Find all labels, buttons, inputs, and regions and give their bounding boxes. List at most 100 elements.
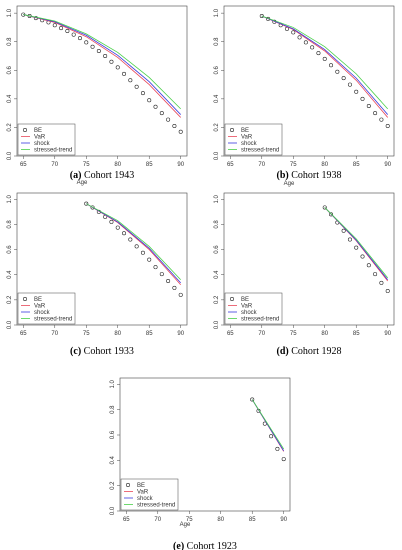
x-tick-label: 85 bbox=[146, 162, 153, 168]
data-point-be bbox=[322, 205, 327, 210]
legend-label-var: VaR bbox=[34, 135, 46, 141]
data-point-be bbox=[128, 78, 133, 83]
data-point-be bbox=[347, 237, 352, 242]
legend-label-be: BE bbox=[34, 297, 42, 303]
y-tick-label: 1.0 bbox=[110, 380, 116, 389]
y-tick-label: 0.4 bbox=[214, 270, 220, 279]
data-point-be bbox=[354, 89, 359, 94]
legend-label-shock: shock bbox=[241, 310, 258, 316]
y-tick-label: 0.4 bbox=[7, 94, 13, 103]
series-line-stressed-trend bbox=[86, 203, 181, 281]
data-point-be bbox=[147, 257, 152, 262]
y-tick-label: 0.4 bbox=[214, 94, 220, 103]
series-line-var bbox=[23, 14, 181, 118]
y-tick-label: 0.6 bbox=[7, 245, 13, 254]
legend-label-stressed-trend: stressed-trend bbox=[241, 317, 279, 323]
x-tick-label: 70 bbox=[258, 162, 265, 168]
x-tick-label: 65 bbox=[227, 331, 234, 337]
data-point-be bbox=[178, 292, 183, 297]
data-point-be bbox=[103, 53, 108, 58]
x-tick-label: 70 bbox=[154, 517, 161, 523]
x-axis-title: Age bbox=[77, 180, 88, 186]
data-point-be bbox=[166, 117, 171, 122]
x-tick-label: 80 bbox=[321, 331, 328, 337]
y-tick-label: 0.2 bbox=[214, 123, 220, 132]
legend-swatch-be bbox=[126, 482, 131, 487]
y-tick-label: 0.6 bbox=[214, 65, 220, 74]
data-point-be bbox=[316, 51, 321, 56]
plot-frame bbox=[223, 5, 395, 157]
y-tick-label: 1.0 bbox=[214, 194, 220, 203]
x-tick-label: 90 bbox=[384, 162, 391, 168]
data-point-be bbox=[59, 26, 64, 31]
data-point-be bbox=[71, 32, 76, 37]
data-point-be bbox=[134, 84, 139, 89]
legend-label-shock: shock bbox=[241, 141, 258, 147]
y-tick-label: 0.6 bbox=[7, 65, 13, 74]
legend-label-var: VaR bbox=[241, 304, 253, 310]
y-tick-label: 1.0 bbox=[7, 8, 13, 17]
legend-label-shock: shock bbox=[137, 496, 154, 502]
y-tick-label: 0.8 bbox=[110, 405, 116, 414]
series-line-var bbox=[261, 15, 389, 118]
data-point-be bbox=[178, 129, 183, 134]
y-tick-label: 0.0 bbox=[110, 506, 116, 515]
data-point-be bbox=[329, 63, 334, 68]
series-line-shock bbox=[86, 203, 181, 284]
data-point-be bbox=[269, 434, 274, 439]
chart-panel-5: 65 70 75 80 85 90 0.0 0.2 0.4 0.6 0.8 1.0 Age BEVaRsh… bbox=[110, 377, 291, 550]
data-point-be bbox=[65, 28, 70, 33]
y-tick-label: 0.0 bbox=[214, 151, 220, 160]
data-point-be bbox=[52, 23, 57, 28]
legend-label-stressed-trend: stressed-trend bbox=[137, 503, 175, 509]
data-point-be bbox=[84, 40, 89, 45]
x-tick-label: 85 bbox=[353, 331, 360, 337]
y-tick-label: 1.0 bbox=[7, 194, 13, 203]
chart-panel-4: 65 70 75 80 85 90 0.0 0.2 0.4 0.6 0.8 1.0 BEVaRshock… bbox=[214, 192, 395, 357]
legend-label-be: BE bbox=[241, 297, 249, 303]
data-point-be bbox=[379, 117, 384, 122]
x-tick-label: 90 bbox=[384, 331, 391, 337]
legend-label-var: VaR bbox=[137, 490, 149, 496]
data-point-be bbox=[322, 56, 327, 61]
data-point-be bbox=[115, 225, 120, 230]
series-line-shock bbox=[261, 15, 389, 115]
y-tick-label: 0.0 bbox=[7, 320, 13, 329]
data-point-be bbox=[153, 104, 158, 109]
data-point-be bbox=[366, 104, 371, 109]
data-point-be bbox=[159, 272, 164, 277]
x-tick-label: 75 bbox=[290, 162, 297, 168]
legend-swatch-be bbox=[230, 128, 235, 133]
data-point-be bbox=[360, 96, 365, 101]
series-line-shock bbox=[23, 14, 181, 115]
data-point-be bbox=[259, 14, 264, 19]
x-tick-label: 85 bbox=[249, 517, 256, 523]
data-point-be bbox=[373, 272, 378, 277]
data-point-be bbox=[109, 59, 114, 64]
x-tick-label: 70 bbox=[258, 331, 265, 337]
plot-frame bbox=[16, 192, 188, 326]
data-point-be bbox=[153, 265, 158, 270]
y-tick-label: 0.0 bbox=[7, 151, 13, 160]
series-line-stressed-trend bbox=[261, 15, 388, 110]
x-tick-label: 90 bbox=[280, 517, 287, 523]
series-line-stressed-trend bbox=[251, 399, 285, 450]
panel-caption: (a) Cohort 1943 bbox=[70, 170, 134, 181]
data-point-be bbox=[84, 201, 89, 206]
y-tick-label: 1.0 bbox=[214, 8, 220, 17]
y-tick-label: 0.8 bbox=[7, 37, 13, 46]
data-point-be bbox=[341, 228, 346, 233]
panel-caption: (e) Cohort 1923 bbox=[173, 541, 237, 550]
y-tick-label: 0.8 bbox=[7, 220, 13, 229]
legend-swatch-be bbox=[22, 296, 27, 301]
legend-label-be: BE bbox=[34, 128, 42, 134]
legend-label-stressed-trend: stressed-trend bbox=[34, 148, 72, 154]
panel-letter: (d) bbox=[276, 346, 291, 357]
data-point-be bbox=[347, 82, 352, 87]
x-tick-label: 75 bbox=[290, 331, 297, 337]
data-point-be bbox=[291, 30, 296, 35]
